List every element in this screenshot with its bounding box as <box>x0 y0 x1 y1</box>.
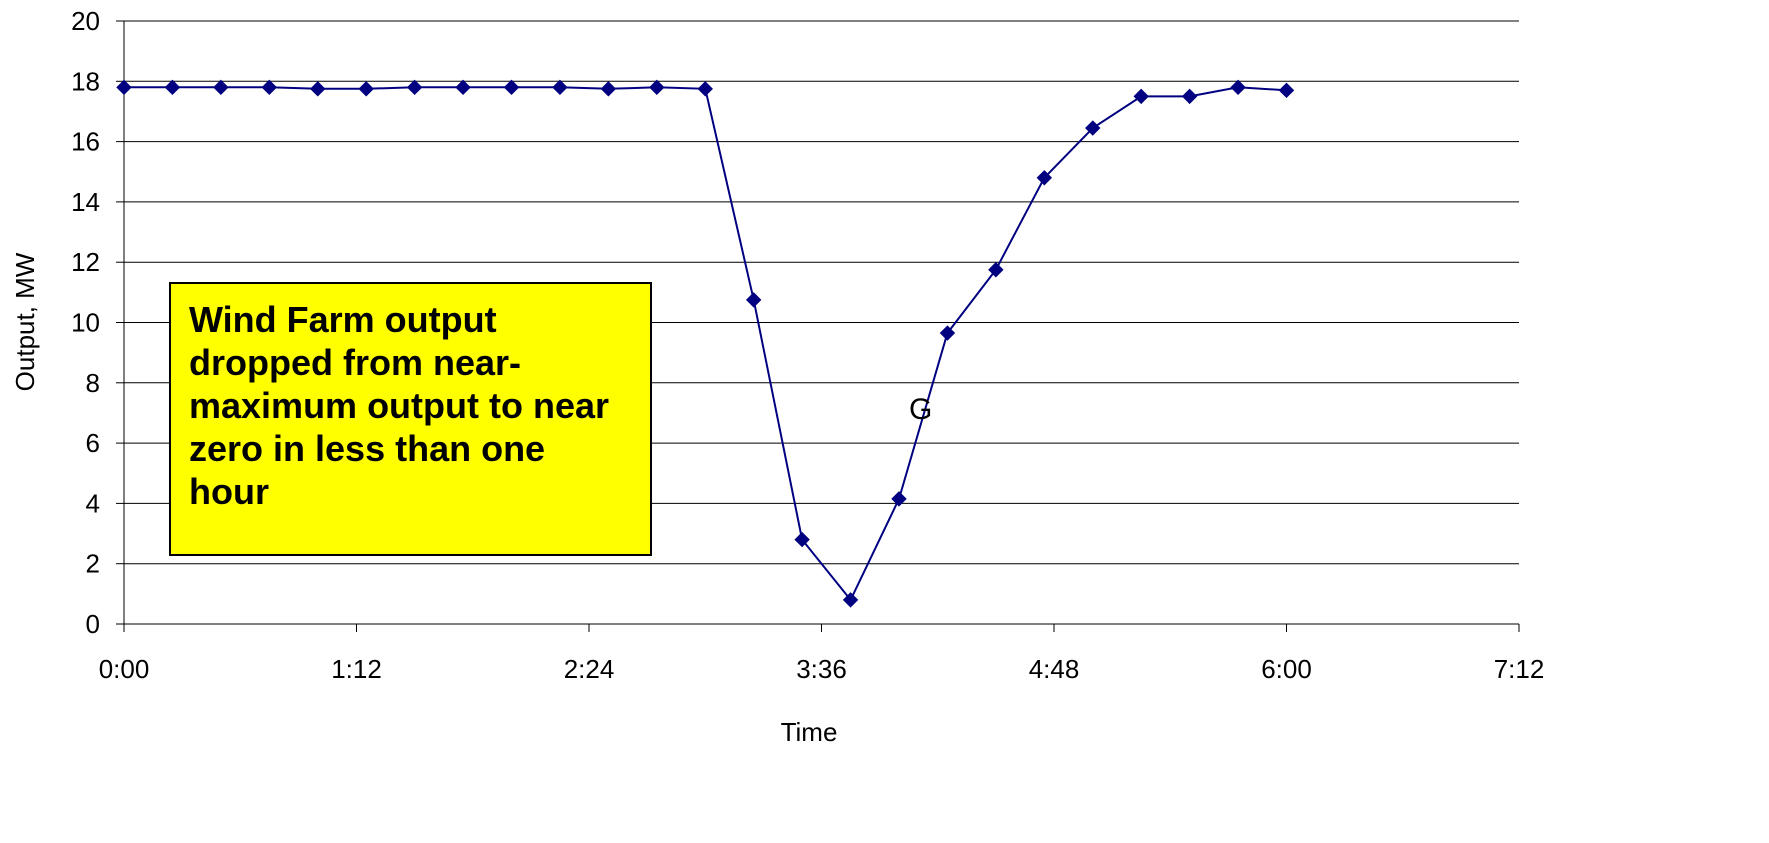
data-point-marker <box>261 79 278 96</box>
axes <box>116 20 1520 632</box>
data-point-marker <box>406 79 423 96</box>
data-point-marker <box>164 79 181 96</box>
y-tick-label: 0 <box>86 609 100 639</box>
data-point-marker <box>213 79 229 96</box>
data-point-marker <box>1230 79 1246 96</box>
data-point-marker <box>116 79 132 96</box>
series-output <box>116 79 1295 608</box>
annotation-note-box: Wind Farm output dropped from near-maxim… <box>169 282 652 556</box>
data-point-marker <box>988 262 1004 278</box>
data-point-marker <box>649 79 665 96</box>
y-tick-label: 8 <box>86 368 100 398</box>
y-tick-label: 20 <box>71 6 100 36</box>
y-axis-title: Output, MW <box>10 252 40 391</box>
y-tick-label: 16 <box>71 127 100 157</box>
data-point-marker <box>1036 170 1053 186</box>
data-point-marker <box>1181 88 1198 105</box>
y-tick-label: 12 <box>71 247 100 277</box>
data-point-marker <box>455 79 471 96</box>
x-tick-label: 0:00 <box>99 654 150 684</box>
data-point-marker <box>697 81 713 97</box>
data-point-marker <box>552 79 568 96</box>
x-axis-title: Time <box>781 717 838 747</box>
data-point-marker <box>939 325 956 341</box>
x-tick-label: 6:00 <box>1261 654 1312 684</box>
x-tick-label: 1:12 <box>331 654 382 684</box>
data-point-marker <box>310 81 326 97</box>
x-tick-label: 2:24 <box>564 654 615 684</box>
data-point-marker <box>842 592 859 608</box>
x-tick-label: 7:12 <box>1494 654 1545 684</box>
data-point-marker <box>1278 82 1295 99</box>
data-point-marker <box>503 79 520 96</box>
data-point-marker <box>358 81 374 97</box>
data-point-marker <box>794 531 810 548</box>
x-tick-labels: 0:00 1:12 2:24 3:36 4:48 6:00 7:12 <box>99 654 1545 684</box>
data-point-marker <box>745 292 762 308</box>
data-point-marker <box>600 81 617 97</box>
y-tick-labels: 0 2 4 6 8 10 12 14 16 18 20 <box>71 6 100 639</box>
y-tick-label: 14 <box>71 187 100 217</box>
y-tick-label: 10 <box>71 308 100 338</box>
y-tick-label: 4 <box>86 488 100 518</box>
data-point-marker <box>891 491 907 507</box>
x-tick-label: 3:36 <box>796 654 847 684</box>
data-point-marker <box>1133 88 1149 105</box>
y-tick-label: 2 <box>86 549 100 579</box>
y-tick-label: 6 <box>86 428 100 458</box>
data-point-marker <box>1085 120 1101 136</box>
annotation-marker-label: G <box>909 393 933 426</box>
y-tick-label: 18 <box>71 66 100 96</box>
x-tick-label: 4:48 <box>1029 654 1080 684</box>
